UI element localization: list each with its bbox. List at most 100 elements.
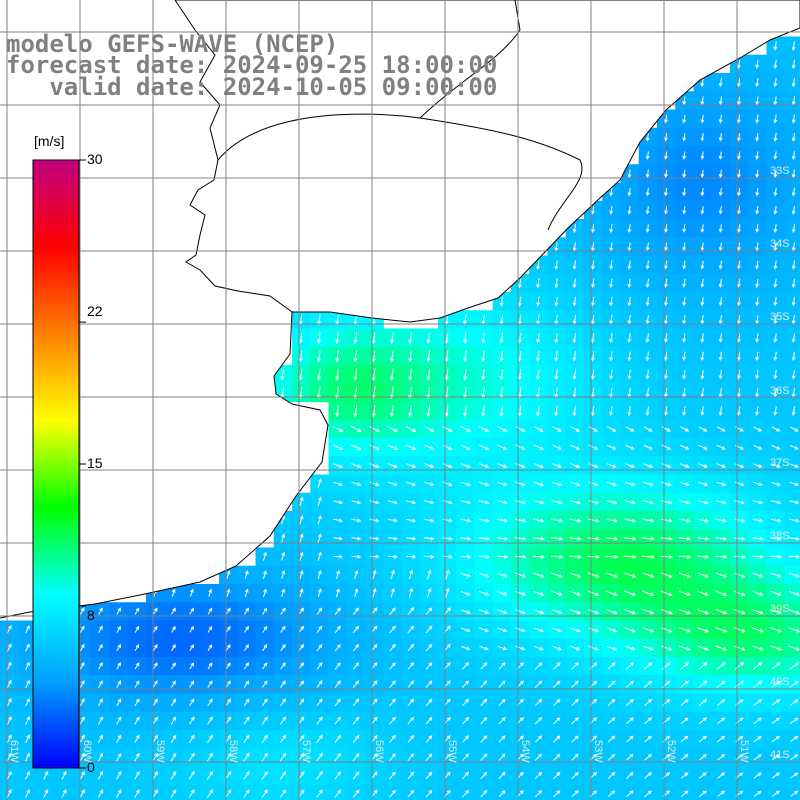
wind-arrow (698, 717, 707, 725)
wind-arrow (736, 297, 741, 307)
wind-arrow (570, 645, 581, 651)
wind-arrow (755, 206, 760, 215)
wind-arrow (496, 572, 508, 578)
wind-arrow (134, 625, 140, 633)
wind-cell (784, 693, 800, 713)
wind-arrow (660, 608, 673, 615)
wind-arrow (552, 662, 561, 670)
wind-arrow (408, 405, 413, 418)
wind-arrow (317, 515, 322, 525)
wind-arrow (770, 645, 782, 651)
wind-arrow (587, 590, 600, 597)
wind-arrow (332, 425, 344, 432)
wind-arrow (755, 224, 760, 233)
wind-arrow (678, 590, 691, 597)
colorbar-unit-label: [m/s] (34, 133, 65, 149)
wind-arrow (152, 734, 158, 744)
wind-arrow (700, 78, 705, 88)
wind-arrow (737, 114, 741, 124)
wind-arrow (733, 572, 746, 578)
wind-arrow (405, 425, 417, 432)
wind-arrow (554, 351, 559, 362)
wind-arrow (773, 96, 778, 106)
wind-arrow (715, 627, 728, 633)
wind-arrow (660, 590, 673, 597)
wind-arrow (664, 114, 668, 124)
wind-arrow (773, 242, 778, 252)
wind-arrow (770, 608, 782, 615)
wind-arrow (755, 369, 760, 380)
wind-arrow (791, 132, 796, 142)
wind-arrow (733, 590, 746, 597)
wind-arrow (753, 717, 762, 724)
wind-arrow (734, 481, 745, 487)
wind-arrow (607, 753, 616, 761)
wind-arrow (279, 698, 286, 707)
wind-arrow (534, 717, 543, 725)
wind-arrow (24, 770, 30, 780)
wind-arrow (572, 223, 577, 234)
wind-arrow (98, 662, 103, 670)
wind-arrow (572, 369, 577, 380)
wind-arrow (697, 518, 709, 523)
wind-arrow (737, 187, 741, 197)
wind-arrow (532, 554, 545, 559)
wind-arrow (737, 224, 741, 233)
wind-arrow (335, 405, 340, 418)
wind-arrow (715, 572, 728, 578)
wind-arrow (460, 591, 471, 596)
wind-arrow (753, 772, 762, 779)
wind-arrow (188, 771, 195, 780)
wind-arrow (553, 680, 561, 688)
wind-arrow (718, 133, 723, 142)
wind-arrow (572, 405, 577, 417)
wind-arrow (737, 133, 741, 142)
wind-arrow (680, 426, 690, 432)
wind-arrow (700, 96, 705, 106)
wind-arrow (116, 662, 121, 670)
wind-arrow (480, 662, 488, 670)
wind-arrow (624, 627, 636, 633)
wind-arrow (170, 680, 176, 688)
wind-arrow (316, 662, 323, 670)
wind-arrow (43, 770, 49, 780)
wind-cell (766, 784, 786, 800)
wind-arrow (6, 770, 12, 780)
wind-arrow (715, 500, 727, 505)
wind-arrow (534, 771, 543, 780)
wind-arrow (551, 518, 563, 523)
wind-arrow (316, 698, 323, 707)
wind-cell (401, 784, 421, 800)
wind-arrow (497, 426, 508, 432)
wind-arrow (752, 680, 763, 688)
wind-arrow (463, 405, 467, 417)
wind-arrow (316, 734, 323, 744)
wind-arrow (243, 607, 249, 615)
wind-arrow (389, 789, 396, 798)
wind-arrow (718, 187, 723, 197)
wind-cell (784, 638, 800, 658)
lon-label-56w: 56W (373, 740, 385, 763)
wind-arrow (387, 500, 398, 505)
wind-arrow (752, 572, 764, 578)
wind-arrow (79, 698, 85, 707)
wind-cell (748, 784, 768, 800)
wind-arrow (497, 627, 508, 633)
wind-arrow (407, 662, 415, 670)
wind-arrow (389, 771, 396, 780)
wind-arrow (460, 572, 471, 578)
wind-arrow (533, 609, 545, 615)
wind-arrow (352, 789, 360, 798)
wind-arrow (371, 368, 376, 381)
wind-arrow (771, 699, 781, 706)
wind-arrow (407, 789, 415, 798)
wind-arrow (389, 680, 396, 688)
wind-arrow (116, 644, 121, 652)
wind-arrow (6, 625, 12, 634)
wind-arrow (755, 406, 760, 416)
wind-arrow (625, 444, 635, 450)
wind-arrow (770, 590, 782, 596)
wind-arrow (551, 481, 563, 487)
wind-arrow (700, 188, 705, 197)
wind-arrow (661, 481, 672, 487)
